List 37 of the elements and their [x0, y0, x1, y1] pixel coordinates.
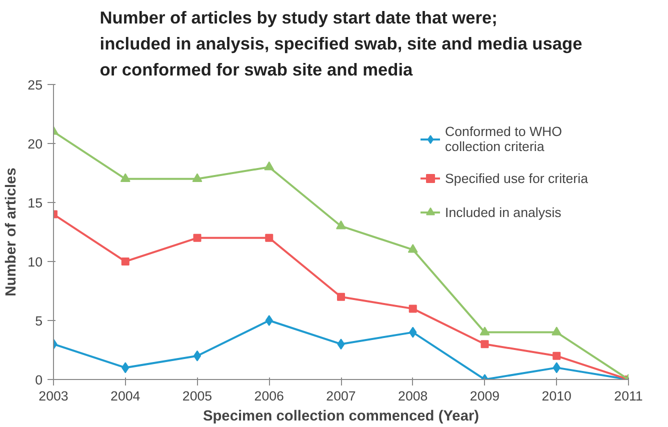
x-axis-title: Specimen collection commenced (Year) [202, 408, 480, 424]
x-tick-label: 2009 [470, 388, 500, 404]
x-tick-label: 2006 [254, 388, 284, 404]
x-tick-label: 2008 [398, 388, 428, 404]
point [192, 173, 202, 182]
y-tick-label: 25 [28, 78, 43, 92]
legend-label: Conformed to WHO collection criteria [445, 124, 562, 154]
point [480, 340, 489, 348]
x-tick-label: 2004 [110, 388, 141, 404]
point [121, 258, 130, 266]
point [120, 173, 130, 182]
point [552, 352, 561, 360]
x-tick-label: 2010 [542, 388, 572, 404]
point [337, 292, 345, 301]
x-tick-label: 2007 [326, 388, 356, 404]
x-tick-label: 2005 [182, 388, 212, 404]
chart-title: Number of articles by study start date that were; included in analysis, specified swab, site and media usage or conformed for swab site and media [100, 8, 583, 80]
point [264, 161, 274, 170]
point [408, 304, 417, 313]
y-tick-label: 10 [28, 254, 43, 270]
x-tick-label: 2003 [38, 388, 68, 404]
point [193, 350, 202, 362]
point [265, 234, 274, 242]
y-axis-title: Number of articles [4, 168, 20, 296]
point [265, 315, 273, 326]
point [480, 326, 490, 336]
x-tick-label: 2011 [614, 388, 643, 404]
point [552, 326, 562, 336]
y-tick-label: 20 [28, 136, 43, 152]
point [193, 234, 202, 242]
legend-label: Included in analysis [445, 204, 562, 220]
point [408, 244, 418, 253]
legend-label: Specified use for criteria [445, 170, 588, 186]
point [336, 220, 346, 230]
y-tick-label: 5 [35, 314, 43, 328]
y-tick-label: 15 [28, 196, 43, 210]
y-tick-label: 0 [35, 372, 43, 388]
